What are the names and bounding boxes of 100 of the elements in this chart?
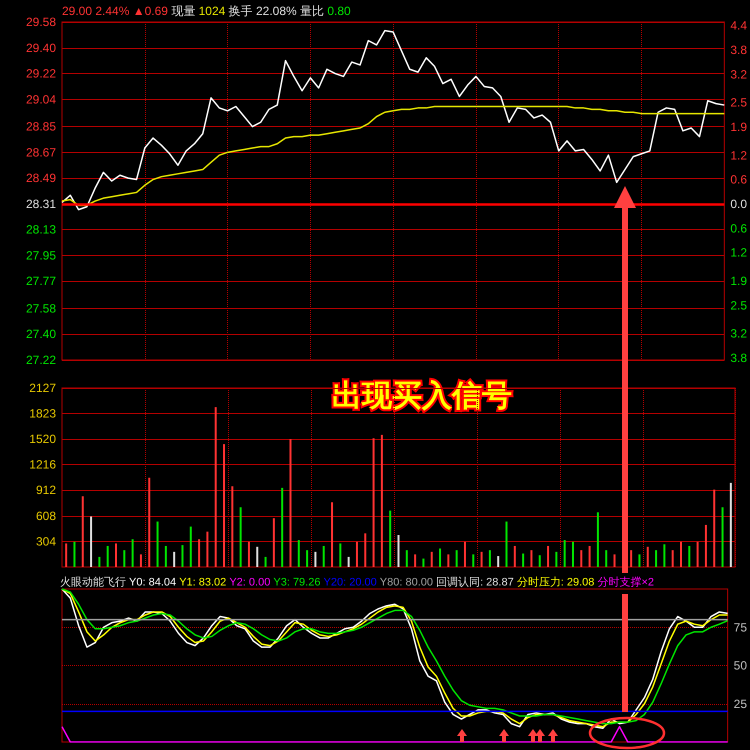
bar — [722, 507, 724, 567]
bar — [339, 543, 342, 567]
bar — [439, 548, 442, 567]
bar — [73, 542, 76, 567]
text: Y0: 84.04 — [129, 576, 176, 588]
y-tick-label: 75 — [734, 620, 748, 634]
y2-tick-label: 1.2 — [730, 246, 748, 260]
y2-tick-label: 1.9 — [730, 274, 748, 288]
bar — [248, 542, 250, 567]
bar — [580, 550, 582, 567]
y-tick-label: 28.85 — [26, 120, 56, 134]
bar — [198, 539, 200, 567]
bar — [206, 532, 208, 567]
line-series — [61, 106, 726, 206]
y-tick-label: 28.13 — [26, 222, 56, 237]
bar — [447, 554, 450, 567]
y-tick-label: 1823 — [29, 406, 56, 421]
bar — [730, 482, 732, 567]
bar — [298, 540, 300, 567]
chart-title: 29.00 2.44% ▲0.69 现量 1024 换手 22.08% 量比 0.80 — [62, 4, 351, 18]
bar — [314, 552, 316, 567]
bar — [164, 546, 167, 567]
bar — [472, 554, 474, 567]
bar — [456, 550, 458, 567]
text: Y2: 0.00 — [229, 576, 270, 588]
bar — [173, 552, 176, 567]
bar — [190, 526, 192, 567]
y-tick-label: 50 — [734, 658, 748, 672]
bar — [588, 546, 591, 567]
y2-tick-label: 4.4 — [730, 18, 748, 33]
bar — [430, 552, 433, 567]
bar — [464, 542, 466, 567]
text: Y80: 80.00 — [380, 576, 434, 588]
bar — [696, 542, 699, 567]
bar — [356, 542, 358, 567]
bar — [140, 554, 142, 567]
bar — [106, 546, 109, 567]
bar — [572, 542, 574, 567]
bar — [289, 439, 292, 567]
bar — [614, 554, 616, 567]
bar — [530, 550, 532, 567]
bar — [380, 434, 383, 567]
y-tick-label: 27.95 — [26, 248, 56, 262]
y-tick-label: 1520 — [29, 432, 56, 446]
y2-tick-label: 2.5 — [730, 298, 748, 312]
bar — [65, 543, 68, 567]
bar — [214, 407, 217, 567]
bar — [115, 543, 118, 567]
bar — [281, 488, 284, 567]
bar — [538, 555, 541, 567]
bar — [506, 522, 508, 567]
bar — [514, 546, 516, 567]
y2-tick-label: 0.0 — [730, 196, 748, 211]
bar — [638, 554, 640, 567]
y2-tick-label: 3.2 — [730, 326, 748, 341]
bar — [256, 546, 258, 567]
bar — [596, 512, 599, 567]
y-tick-label: 29.40 — [26, 40, 56, 55]
y-tick-label: 304 — [36, 534, 56, 548]
bar — [555, 552, 558, 567]
bar — [322, 546, 325, 567]
y2-tick-label: 3.8 — [730, 42, 748, 57]
y-tick-label: 28.67 — [26, 145, 56, 160]
bar — [522, 554, 524, 567]
y-tick-label: 27.77 — [26, 274, 56, 288]
bar — [156, 522, 159, 567]
y2-tick-label: 0.6 — [730, 221, 748, 236]
y-tick-label: 29.04 — [26, 92, 56, 106]
text: Y3: 79.26 — [273, 576, 320, 588]
bar — [713, 490, 716, 567]
bar — [497, 556, 500, 567]
y-tick-label: 29.22 — [26, 66, 56, 81]
bar — [306, 550, 308, 567]
text: Y20: 20.00 — [324, 576, 377, 588]
y-tick-label: 28.49 — [26, 171, 56, 186]
y-tick-label: 28.31 — [26, 196, 56, 211]
y2-tick-label: 1.2 — [730, 148, 748, 162]
bar — [406, 550, 408, 567]
bar — [422, 558, 424, 567]
bar — [663, 544, 666, 567]
bar — [605, 550, 608, 567]
bar — [331, 502, 334, 567]
bar — [90, 516, 92, 567]
chart-title: 火眼动能飞行 — [60, 576, 126, 588]
y-tick-label: 29.58 — [26, 15, 56, 29]
y2-tick-label: 0.6 — [730, 172, 748, 187]
bar — [372, 438, 375, 567]
y-tick-label: 2127 — [29, 381, 56, 395]
bar — [630, 550, 632, 567]
y-tick-label: 27.22 — [26, 353, 56, 367]
y-tick-label: 608 — [36, 508, 56, 523]
y-tick-label: 27.40 — [26, 327, 56, 342]
text: 回调认同: 28.87 — [436, 576, 514, 588]
bar — [655, 550, 658, 567]
bar — [132, 539, 134, 567]
y2-tick-label: 1.9 — [730, 120, 748, 134]
bar — [272, 518, 275, 567]
y-tick-label: 912 — [36, 483, 56, 498]
y-tick-label: 27.58 — [26, 301, 56, 316]
bar — [488, 550, 491, 567]
